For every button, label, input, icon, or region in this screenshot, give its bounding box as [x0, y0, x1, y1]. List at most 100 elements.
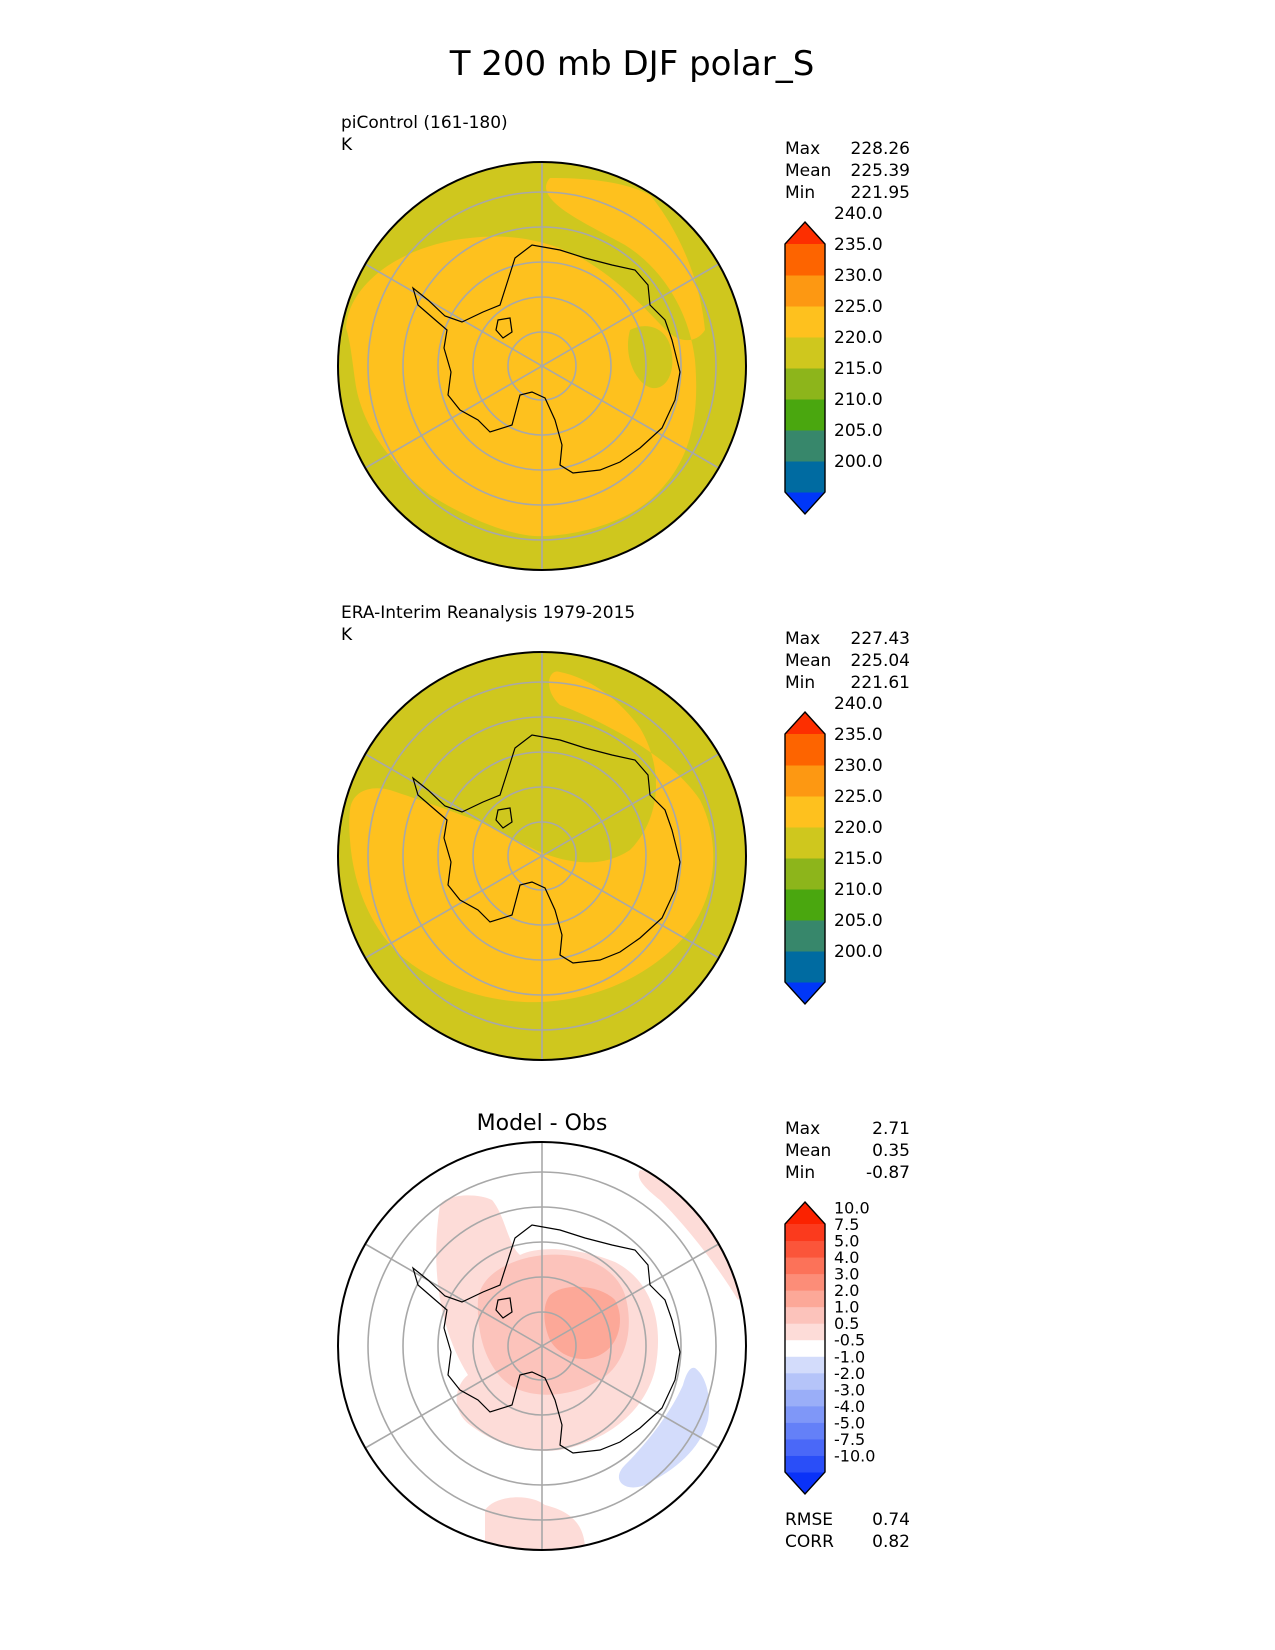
- stat-label: Mean: [785, 651, 831, 671]
- stats-block: Max 2.71 Mean 0.35 Min -0.87: [785, 1119, 910, 1183]
- colorbar-segment: [785, 1224, 825, 1242]
- colorbar-tick-label: -2.0: [834, 1364, 865, 1383]
- colorbar-segment: [785, 1422, 825, 1440]
- panel-era-interim: ERA-Interim Reanalysis 1979-2015 K Max 22…: [337, 603, 910, 1061]
- stat-label: Max: [785, 1119, 820, 1139]
- panel-units: K: [341, 625, 353, 645]
- colorbar-extend-min: [785, 1472, 825, 1494]
- graticule: [364, 162, 720, 570]
- colorbar-segment: [785, 1290, 825, 1308]
- colorbar-tick-label: 220.0: [834, 328, 883, 348]
- panel-subtitle: ERA-Interim Reanalysis 1979-2015: [341, 603, 635, 623]
- stat-value: 221.95: [851, 183, 910, 203]
- colorbar-tick-label: 5.0: [834, 1232, 859, 1251]
- colorbar-segment: [785, 275, 825, 307]
- colorbar-segment: [785, 1240, 825, 1258]
- colorbar-outline: [784, 710, 826, 1006]
- colorbar-segment: [785, 1372, 825, 1390]
- stat-label: Max: [785, 629, 820, 649]
- colorbar-extend-max: [785, 222, 825, 244]
- colorbar-tick-label: 205.0: [834, 421, 883, 441]
- colorbar-segment: [785, 1323, 825, 1341]
- field-negative-weak: [618, 1367, 710, 1488]
- stat-value: 221.61: [851, 673, 910, 693]
- coastline-antarctica: [411, 1224, 681, 1454]
- stat-value: 0.82: [872, 1532, 910, 1552]
- colorbar-tick-label: 215.0: [834, 849, 883, 869]
- colorbar-tick-label: -1.0: [834, 1347, 865, 1366]
- stat-value: -0.87: [866, 1163, 910, 1183]
- colorbar-segment: [785, 1273, 825, 1291]
- colorbar-tick-label: 225.0: [834, 787, 883, 807]
- colorbar-tick-label: 7.5: [834, 1215, 859, 1234]
- colorbar-tick-label: -3.0: [834, 1380, 865, 1399]
- colorbar-segment: [785, 1257, 825, 1275]
- colorbar-tick-label: 240.0: [834, 694, 883, 714]
- stat-label: Min: [785, 673, 815, 693]
- coastline-island: [495, 317, 513, 339]
- map-boundary: [337, 651, 747, 1061]
- colorbar-segment: [785, 244, 825, 276]
- field-cool-patch: [627, 326, 673, 389]
- colorbar: 200.0 205.0 210.0 215.0 220.0 225.0 230.0 235.0…: [784, 694, 883, 1006]
- colorbar-segment: [785, 827, 825, 859]
- stat-value: 228.26: [851, 139, 910, 159]
- colorbar-outline: [784, 1200, 826, 1496]
- graticule: [364, 652, 720, 1060]
- panel-model-minus-obs: Model - Obs Max 2.71 Mean 0.35 Min -0.87 RMSE…: [337, 1111, 910, 1552]
- colorbar-outline: [784, 220, 826, 516]
- colorbar-segment: [785, 306, 825, 338]
- colorbar-extend-max: [785, 712, 825, 734]
- stat-value: 2.71: [872, 1119, 910, 1139]
- colorbar-segment: [785, 368, 825, 400]
- colorbar-tick-label: -5.0: [834, 1413, 865, 1432]
- colorbar-extend-min: [785, 492, 825, 514]
- colorbar-tick-label: 2.0: [834, 1281, 859, 1300]
- colorbar: -10.0-7.5-5.0-4.0-3.0-2.0-1.0-0.50.51.02…: [784, 1198, 875, 1496]
- colorbar-tick-label: 230.0: [834, 266, 883, 286]
- colorbar-extend-min: [785, 982, 825, 1004]
- colorbar-segment: [785, 858, 825, 890]
- stat-label: Max: [785, 139, 820, 159]
- colorbar-tick-label: 210.0: [834, 880, 883, 900]
- panel-title: Model - Obs: [477, 1111, 608, 1136]
- field-positive-edge-ne: [638, 1170, 746, 1300]
- colorbar-tick-label: -10.0: [834, 1446, 875, 1465]
- coastline-antarctica: [411, 734, 681, 964]
- colorbar-segment: [785, 889, 825, 921]
- stat-label: RMSE: [785, 1510, 833, 1530]
- colorbar-tick-label: 235.0: [834, 725, 883, 745]
- panel-units: K: [341, 135, 353, 155]
- colorbar-tick-label: 200.0: [834, 942, 883, 962]
- colorbar-extend-max: [785, 1202, 825, 1224]
- stat-value: 225.39: [851, 161, 910, 181]
- colorbar-segment: [785, 1356, 825, 1374]
- colorbar-tick-label: 205.0: [834, 911, 883, 931]
- colorbar: 200.0 205.0 210.0 215.0 220.0 225.0 230.0 235.0…: [784, 204, 883, 516]
- field-positive-edge-s: [485, 1497, 585, 1550]
- colorbar-segment: [785, 1306, 825, 1324]
- stat-value: 227.43: [851, 629, 910, 649]
- colorbar-tick-label: 4.0: [834, 1248, 859, 1267]
- colorbar-tick-label: -0.5: [834, 1331, 865, 1350]
- colorbar-tick-label: 10.0: [834, 1198, 870, 1217]
- colorbar-segment: [785, 1438, 825, 1456]
- colorbar-tick-label: 240.0: [834, 204, 883, 224]
- colorbar-segment: [785, 1405, 825, 1423]
- stat-label: Mean: [785, 161, 831, 181]
- colorbar-tick-label: 215.0: [834, 359, 883, 379]
- map-boundary: [337, 161, 747, 571]
- stat-value: 225.04: [851, 651, 910, 671]
- colorbar-tick-label: 235.0: [834, 235, 883, 255]
- colorbar-tick-label: 1.0: [834, 1298, 859, 1317]
- stat-label: Mean: [785, 1141, 831, 1161]
- colorbar-tick-label: -7.5: [834, 1430, 865, 1449]
- colorbar-segment: [785, 430, 825, 462]
- colorbar-tick-label: 3.0: [834, 1265, 859, 1284]
- colorbar-segment: [785, 1389, 825, 1407]
- colorbar-tick-label: -4.0: [834, 1397, 865, 1416]
- colorbar-segment: [785, 399, 825, 431]
- panel-subtitle: piControl (161-180): [341, 113, 508, 133]
- panel-picontrol: piControl (161-180) K Max 228.26 Mean 225.3…: [337, 113, 910, 571]
